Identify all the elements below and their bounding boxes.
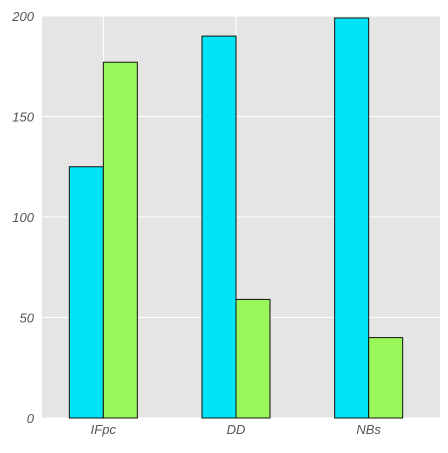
x-tick-label: DD [227,422,246,437]
y-tick-label: 100 [12,210,34,225]
bar-series2-dd [235,298,271,419]
bar-series1-ifpc [68,166,104,419]
y-tick-label: 0 [27,411,35,426]
y-axis-ticks: 0 50 100 150 200 [11,9,34,426]
bar-series2-nbs [368,337,404,419]
bar-series1-dd [201,35,237,419]
x-axis-ticks: IFpc DD NBs [91,422,382,437]
x-tick-label: IFpc [91,422,117,437]
bar-series1-nbs [334,17,370,419]
y-tick-label: 50 [20,311,35,326]
y-tick-label: 200 [11,9,34,24]
bar-series2-ifpc [102,61,138,419]
x-tick-label: NBs [356,422,381,437]
bars [68,17,404,419]
y-tick-label: 150 [12,110,34,125]
